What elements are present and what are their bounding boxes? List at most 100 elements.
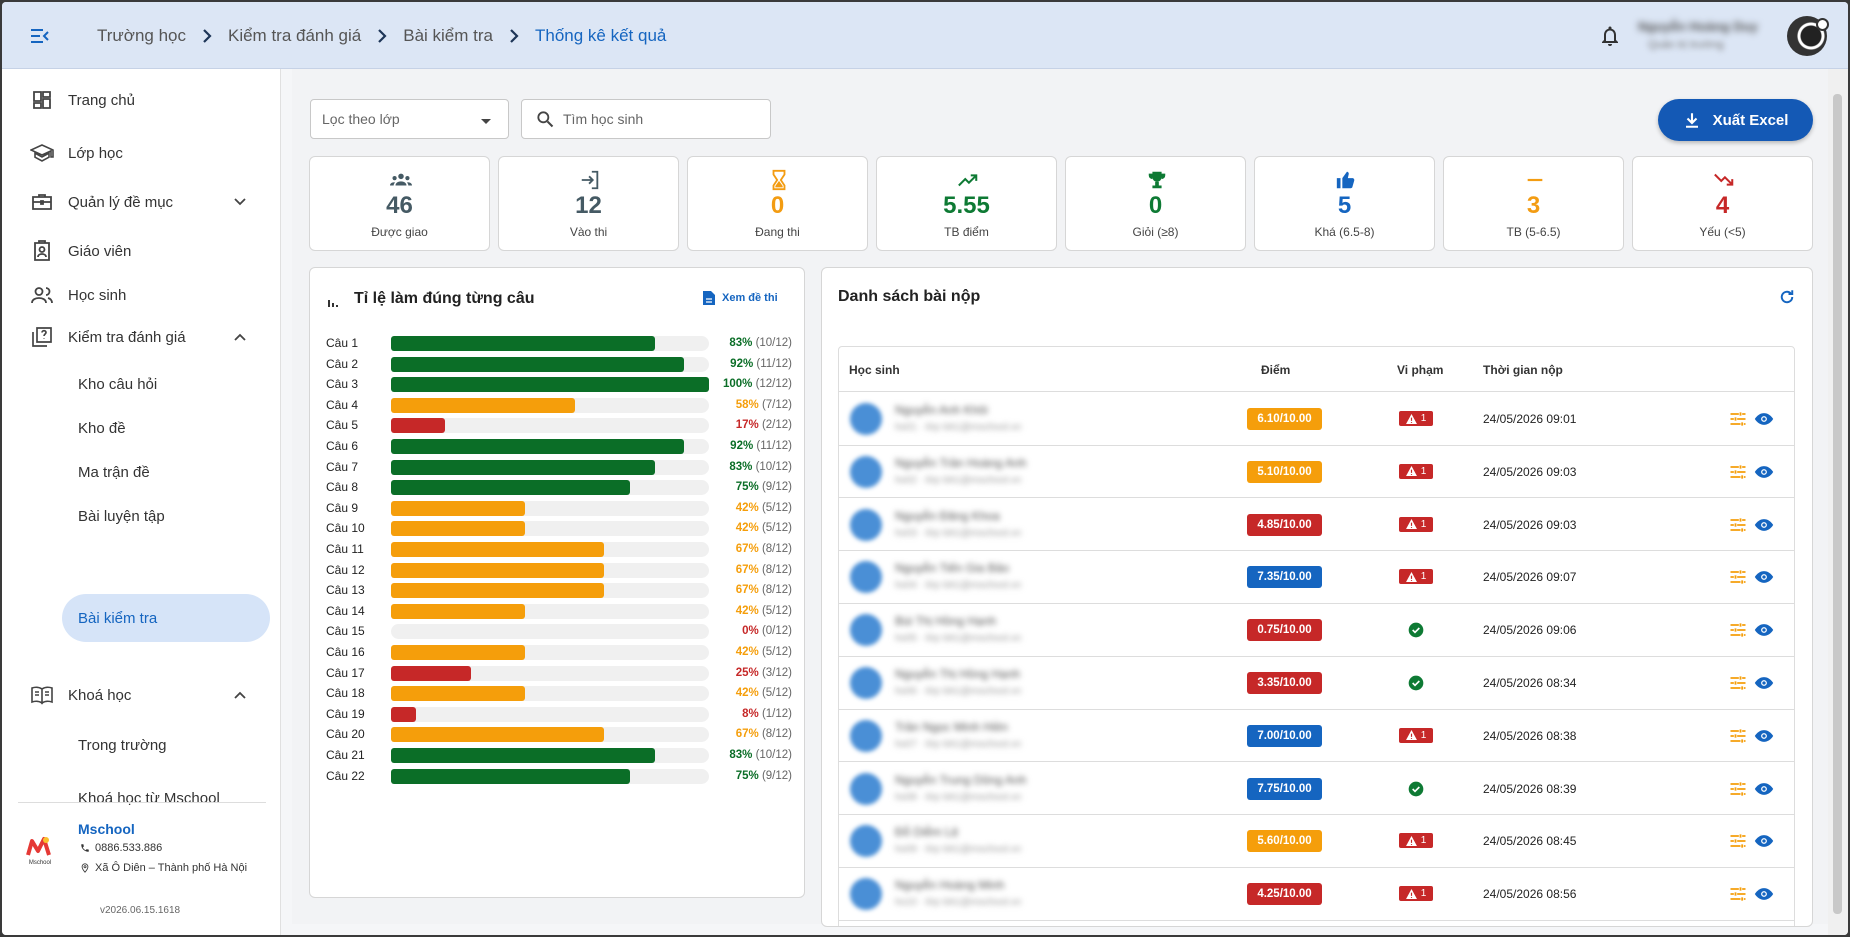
accuracy-bar	[391, 645, 525, 660]
question-row: Câu 13 67% (8/12)	[326, 580, 796, 600]
student-name: Nguyễn Trần Hoàng Anh	[895, 455, 1027, 470]
student-search[interactable]	[521, 99, 771, 139]
eye-icon[interactable]	[1754, 726, 1774, 746]
accuracy-bar	[391, 542, 605, 557]
tune-icon[interactable]	[1728, 831, 1748, 851]
tune-icon[interactable]	[1728, 884, 1748, 904]
sidebar-sub-mschool-courses[interactable]: Khoá học từ Mschool	[62, 774, 270, 822]
breadcrumb-school[interactable]: Trường học	[97, 25, 186, 45]
header-score[interactable]: Điểm	[1261, 363, 1291, 377]
eye-icon[interactable]	[1754, 515, 1774, 535]
accuracy-bar	[391, 665, 471, 681]
sidebar-item-classes[interactable]: Lớp học	[2, 130, 281, 176]
tune-icon[interactable]	[1728, 620, 1748, 640]
violation-badge[interactable]: 1	[1399, 411, 1433, 426]
group-icon	[390, 173, 412, 186]
violation-badge[interactable]: 1	[1399, 833, 1433, 849]
sidebar-sub-tests[interactable]: Bài kiểm tra	[62, 594, 270, 642]
accuracy-count: (3/12)	[761, 666, 792, 679]
score-badge: 4.25/10.00	[1247, 883, 1322, 906]
sidebar-item-label: Kiểm tra đánh giá	[68, 328, 186, 346]
tune-icon[interactable]	[1728, 409, 1748, 429]
eye-icon[interactable]	[1754, 673, 1774, 693]
sidebar-item-home[interactable]: Trang chủ	[2, 77, 281, 123]
header-time[interactable]: Thời gian nộp	[1483, 363, 1563, 377]
scrollbar-thumb[interactable]	[1833, 94, 1842, 914]
stat-value: 5.55	[943, 192, 990, 219]
accuracy-value: 8% (1/12)	[702, 708, 792, 720]
bell-icon[interactable]	[1598, 24, 1622, 48]
sidebar-sub-practice[interactable]: Bài luyện tập	[62, 492, 270, 540]
accuracy-value: 42% (5/12)	[702, 502, 792, 514]
question-label: Câu 13	[326, 583, 365, 598]
violation-badge[interactable]: 1	[1399, 463, 1433, 479]
dash-icon	[1527, 178, 1543, 182]
question-row: Câu 5 17% (2/12)	[326, 415, 796, 435]
eye-icon[interactable]	[1754, 567, 1774, 587]
sidebar-sub-question-bank[interactable]: Kho câu hỏi	[62, 360, 270, 408]
eye-icon[interactable]	[1754, 409, 1774, 429]
stat-label: Được giao	[371, 225, 428, 239]
table-row: Nguyễn Thị Hồng Hạnh hs06 · lớp 6A1@mscho…	[839, 657, 1794, 710]
view-exam-button[interactable]: Xem đề thi	[702, 290, 778, 306]
violation-badge[interactable]: 1	[1399, 886, 1433, 902]
tune-icon[interactable]	[1728, 726, 1748, 746]
header-violation[interactable]: Vi phạm	[1397, 363, 1444, 377]
class-filter-select[interactable]: Lọc theo lớp	[310, 99, 509, 139]
score-badge: 7.00/10.00	[1247, 724, 1322, 747]
sidebar-sub-in-school[interactable]: Trong trường	[62, 721, 270, 769]
export-excel-button[interactable]: Xuất Excel	[1658, 99, 1813, 141]
eye-icon[interactable]	[1754, 779, 1774, 799]
eye-icon[interactable]	[1754, 620, 1774, 640]
submit-time: 24/05/2026 08:56	[1483, 887, 1577, 902]
question-row: Câu 14 42% (5/12)	[326, 601, 796, 621]
submit-time: 24/05/2026 09:06	[1483, 623, 1577, 638]
submissions-title: Danh sách bài nộp	[838, 288, 981, 305]
sidebar-item-teachers[interactable]: Giáo viên	[2, 228, 281, 274]
sidebar-sub-matrix[interactable]: Ma trận đề	[62, 448, 270, 496]
student-name: Nguyễn Anh Khôi	[895, 403, 988, 417]
accuracy-bar	[391, 500, 525, 516]
collapse-menu-button[interactable]	[24, 22, 56, 50]
eye-icon[interactable]	[1754, 884, 1774, 904]
sidebar-sub-exam-bank[interactable]: Kho đề	[62, 404, 270, 452]
tune-icon[interactable]	[1728, 567, 1748, 587]
eye-icon[interactable]	[1754, 462, 1774, 482]
user-name: Nguyễn Hoàng Duy	[1638, 19, 1758, 34]
breadcrumb-tests[interactable]: Bài kiểm tra	[403, 25, 493, 45]
accuracy-count: (10/12)	[755, 749, 792, 761]
sidebar-item-students[interactable]: Học sinh	[2, 272, 281, 318]
sidebar-item-label: Học sinh	[68, 286, 127, 304]
header-student[interactable]: Học sinh	[849, 363, 900, 377]
avatar[interactable]	[1787, 16, 1829, 56]
bar-track	[391, 459, 709, 475]
tune-icon[interactable]	[1728, 673, 1748, 693]
stat-label: Đang thi	[755, 225, 800, 239]
student-avatar	[850, 614, 882, 647]
violation-badge[interactable]: 1	[1399, 516, 1433, 532]
sidebar-item-courses[interactable]: Khoá học	[2, 672, 281, 718]
tune-icon[interactable]	[1728, 515, 1748, 535]
user-role: Quản trị trường	[1648, 39, 1724, 51]
submit-time: 24/05/2026 08:38	[1483, 728, 1577, 743]
student-email: hs05 · lớp 6A1@mschool.vn	[895, 633, 1022, 645]
violation-count: 1	[1420, 465, 1427, 477]
violation-badge[interactable]: 1	[1399, 569, 1433, 585]
org-name[interactable]: Mschool	[78, 821, 135, 837]
tune-icon[interactable]	[1728, 462, 1748, 482]
dropdown-arrow-icon	[481, 119, 491, 124]
chevron-up-icon	[234, 333, 246, 341]
sidebar-item-label: Lớp học	[68, 144, 123, 162]
stat-card-assigned: 46 Được giao	[309, 156, 490, 251]
violation-badge[interactable]: 1	[1399, 727, 1433, 743]
sidebar-item-assessment[interactable]: Kiểm tra đánh giá	[2, 314, 281, 360]
breadcrumb-assessment[interactable]: Kiểm tra đánh giá	[227, 25, 362, 45]
bar-track	[391, 336, 709, 351]
search-input[interactable]	[563, 111, 763, 127]
accuracy-percent: 42%	[735, 687, 759, 700]
refresh-icon[interactable]	[1778, 288, 1796, 306]
eye-icon[interactable]	[1754, 831, 1774, 851]
warning-icon	[1405, 571, 1417, 582]
sidebar-item-topics[interactable]: Quản lý đề mục	[2, 179, 281, 225]
tune-icon[interactable]	[1728, 779, 1748, 799]
